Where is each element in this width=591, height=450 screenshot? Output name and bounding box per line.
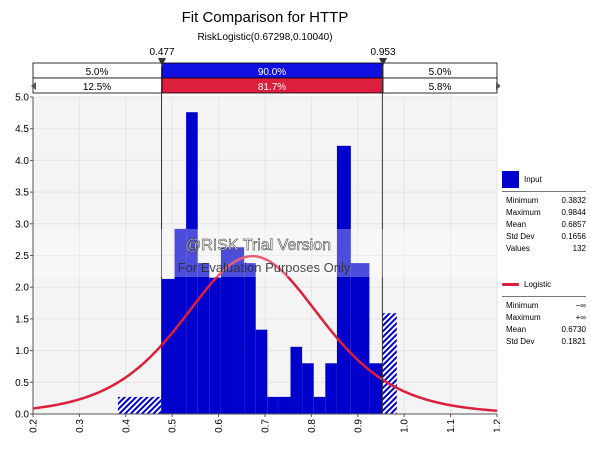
histogram-bar-11 bbox=[278, 396, 291, 414]
chart-title: Fit Comparison for HTTP bbox=[181, 9, 349, 26]
right-delimiter-handle-icon[interactable] bbox=[379, 58, 387, 66]
logistic-fit-curve bbox=[32, 254, 498, 412]
stat-label: Values bbox=[506, 244, 530, 253]
x-axis-ticks: 0.2 0.3 0.4 0.5 0.6 0.7 0.8 0.9 1.0 1.1 1.2 bbox=[29, 414, 501, 433]
y-tick-label: 3.0 bbox=[15, 219, 29, 230]
stat-label: Mean bbox=[506, 220, 527, 229]
input-swatch bbox=[502, 170, 519, 188]
histogram-bar-13 bbox=[302, 363, 314, 414]
stat-row: Mean 0.6857 bbox=[502, 219, 586, 231]
stat-row: Maximum 0.9844 bbox=[502, 207, 586, 219]
histogram-bar-17 bbox=[350, 263, 370, 414]
histogram-bar-8 bbox=[244, 263, 256, 414]
legend: Input Minimum 0.3832 Maximum 0.9844 Mean 0.68… bbox=[502, 170, 586, 348]
stat-label: Mean bbox=[506, 325, 527, 334]
stat-row: Maximum +∞ bbox=[502, 312, 586, 324]
watermark-line2: For Evaluation Purposes Only bbox=[178, 260, 351, 275]
fit-subtitle: RiskLogistic(0.67298,0.10040) bbox=[197, 32, 333, 43]
x-tick-label: 0.2 bbox=[29, 419, 40, 433]
stat-label: Maximum bbox=[506, 313, 541, 322]
stat-row: Values 132 bbox=[502, 243, 586, 255]
y-tick-label: 2.0 bbox=[15, 283, 29, 294]
legend-input-label: Input bbox=[524, 174, 542, 184]
stat-label: Maximum bbox=[506, 208, 541, 217]
stat-label: Minimum bbox=[506, 196, 539, 205]
y-tick-label: 0.0 bbox=[15, 410, 29, 421]
fit-row-left-pct: 12.5% bbox=[83, 82, 111, 93]
histogram-bar-3 bbox=[186, 112, 198, 414]
input-row-left-pct: 5.0% bbox=[86, 67, 109, 78]
histogram-bar-1 bbox=[161, 278, 175, 414]
x-tick-label: 0.7 bbox=[261, 419, 272, 433]
logistic-swatch bbox=[502, 282, 519, 286]
fit-row-right-pct: 5.8% bbox=[429, 82, 452, 93]
legend-logistic[interactable]: Logistic bbox=[502, 275, 586, 293]
histogram-bar-15 bbox=[325, 363, 337, 414]
stat-row: Minimum −∞ bbox=[502, 300, 586, 312]
y-tick-label: 0.5 bbox=[15, 378, 29, 389]
x-tick-label: 0.3 bbox=[75, 419, 86, 433]
histogram-bar-16 bbox=[336, 145, 351, 414]
histogram-bar-14 bbox=[313, 396, 326, 414]
stat-value: 0.1656 bbox=[561, 232, 586, 241]
left-delimiter-handle-icon[interactable] bbox=[158, 58, 166, 66]
histogram-bar-0 bbox=[117, 396, 162, 414]
stat-row: Mean 0.6730 bbox=[502, 324, 586, 336]
logistic-stats-table: Minimum −∞ Maximum +∞ Mean 0.6730 Std Dev 0.182… bbox=[502, 296, 586, 348]
histogram-bar-4 bbox=[197, 263, 210, 414]
stat-value: −∞ bbox=[575, 301, 586, 310]
delimiter-lines[interactable] bbox=[161, 66, 383, 414]
y-tick-label: 5.0 bbox=[15, 93, 29, 104]
y-tick-label: 3.5 bbox=[15, 188, 29, 199]
x-tick-label: 1.1 bbox=[446, 419, 457, 433]
stat-value: 0.9844 bbox=[561, 208, 586, 217]
x-tick-label: 1.0 bbox=[400, 419, 411, 433]
y-axis-ticks: 0.0 0.5 1.0 1.5 2.0 2.5 3.0 3.5 4.0 4.5 5.0 bbox=[15, 93, 33, 421]
legend-input[interactable]: Input bbox=[502, 170, 586, 188]
x-tick-label: 0.4 bbox=[121, 419, 132, 433]
y-tick-label: 1.5 bbox=[15, 314, 29, 325]
stat-row: Std Dev 0.1656 bbox=[502, 231, 586, 243]
x-tick-label: 1.2 bbox=[493, 419, 501, 433]
stat-row: Std Dev 0.1821 bbox=[502, 336, 586, 348]
histogram-bar-10 bbox=[267, 396, 279, 414]
legend-logistic-label: Logistic bbox=[524, 279, 552, 289]
stat-value: 0.1821 bbox=[561, 337, 586, 346]
right-scroll-arrow-icon[interactable] bbox=[496, 82, 500, 90]
right-delimiter-label: 0.953 bbox=[370, 47, 395, 58]
stat-row: Minimum 0.3832 bbox=[502, 195, 586, 207]
stat-label: Minimum bbox=[506, 301, 539, 310]
y-tick-label: 4.0 bbox=[15, 156, 29, 167]
y-tick-label: 1.0 bbox=[15, 346, 29, 357]
input-row-middle-pct: 90.0% bbox=[258, 67, 286, 78]
stat-label: Std Dev bbox=[506, 337, 535, 346]
left-scroll-arrow-icon[interactable] bbox=[31, 82, 36, 90]
delimiter-band[interactable]: 5.0% 90.0% 5.0% 12.5% 81.7% 5.8% 0.477 0… bbox=[31, 47, 500, 94]
histogram-bar-19 bbox=[382, 313, 397, 414]
histogram-bar-12 bbox=[290, 346, 303, 414]
x-tick-label: 0.8 bbox=[307, 419, 318, 433]
x-tick-label: 0.5 bbox=[168, 419, 179, 433]
fit-row-middle-pct: 81.7% bbox=[258, 82, 286, 93]
stat-value: +∞ bbox=[575, 313, 586, 322]
watermark-band bbox=[33, 229, 497, 277]
y-tick-label: 2.5 bbox=[15, 251, 29, 262]
histogram-bar-6 bbox=[220, 247, 233, 414]
histogram-bar-9 bbox=[255, 329, 268, 414]
histogram-bar-7 bbox=[232, 247, 245, 414]
x-tick-label: 0.6 bbox=[214, 419, 225, 433]
chart: 5.0% 90.0% 5.0% 12.5% 81.7% 5.8% 0.477 0… bbox=[15, 47, 501, 433]
y-tick-label: 4.5 bbox=[15, 124, 29, 135]
histogram-bar-5 bbox=[209, 277, 221, 414]
watermark-line1: @RISK Trial Version bbox=[185, 237, 331, 254]
stat-value: 0.6857 bbox=[561, 220, 586, 229]
input-stats-table: Minimum 0.3832 Maximum 0.9844 Mean 0.6857 Std … bbox=[502, 191, 586, 255]
left-delimiter-label: 0.477 bbox=[149, 47, 174, 58]
input-row-right-pct: 5.0% bbox=[429, 67, 452, 78]
x-tick-label: 0.9 bbox=[353, 419, 364, 433]
stat-value: 0.3832 bbox=[561, 196, 586, 205]
stat-value: 132 bbox=[572, 244, 586, 253]
stat-value: 0.6730 bbox=[561, 325, 586, 334]
stat-label: Std Dev bbox=[506, 232, 535, 241]
